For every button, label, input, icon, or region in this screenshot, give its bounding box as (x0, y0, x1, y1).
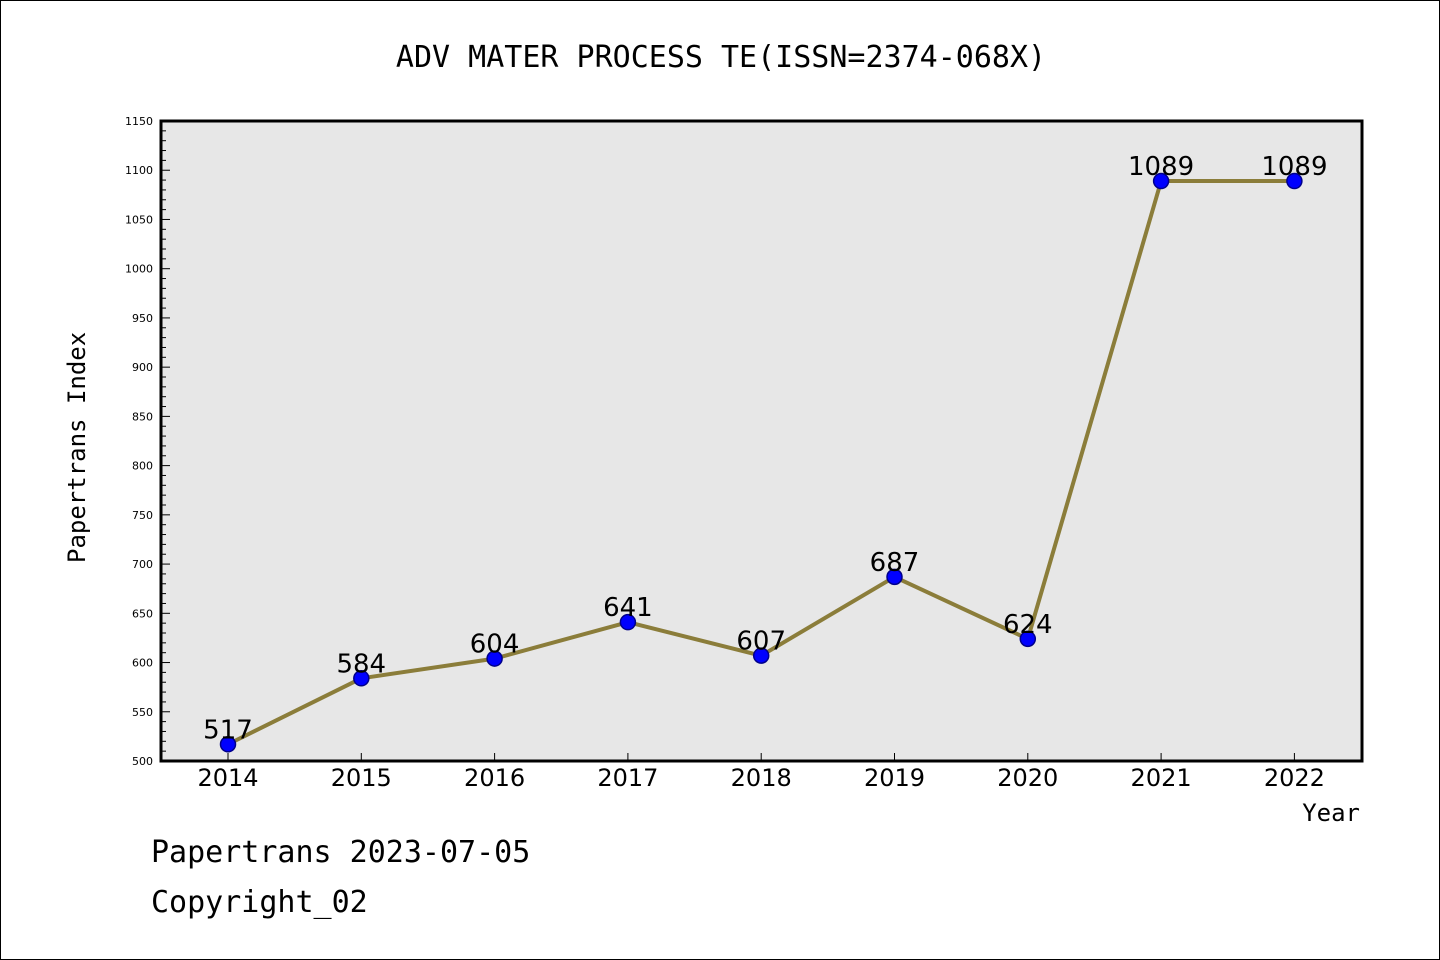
x-tick-label: 2022 (1264, 764, 1325, 792)
chart-title: ADV MATER PROCESS TE(ISSN=2374-068X) (396, 40, 1046, 75)
y-tick-label: 850 (132, 410, 153, 423)
y-tick-label: 800 (132, 460, 153, 473)
y-tick-label: 1100 (125, 164, 153, 177)
data-label: 517 (203, 715, 253, 745)
data-point (486, 650, 503, 667)
y-tick-label: 600 (132, 657, 153, 670)
data-label: 641 (603, 593, 653, 623)
y-tick-label: 550 (132, 706, 153, 719)
data-label: 1089 (1261, 152, 1327, 182)
data-label: 607 (736, 627, 786, 657)
x-tick-label: 2017 (597, 764, 658, 792)
y-axis-label: Papertrans Index (63, 332, 91, 563)
data-point (619, 613, 637, 631)
y-tick-label: 950 (132, 312, 153, 325)
y-tick-label: 1050 (125, 213, 153, 226)
data-point (219, 736, 237, 753)
footer-copyright: Copyright_02 (151, 885, 368, 920)
x-tick-label: 2021 (1131, 764, 1192, 792)
y-tick-label: 900 (132, 361, 153, 374)
x-tick-label: 2019 (864, 764, 925, 792)
data-label: 1089 (1128, 152, 1194, 182)
data-series: 517 584 604 641 607 687 624 1089 1089 (203, 152, 1327, 753)
y-tick-label: 1150 (125, 115, 153, 128)
y-tick-label: 650 (132, 607, 153, 620)
data-point (1286, 172, 1303, 190)
y-tick-label: 750 (132, 509, 153, 522)
footer-date: Papertrans 2023-07-05 (151, 835, 531, 870)
x-tick-label: 2014 (197, 764, 258, 792)
data-point (1019, 630, 1037, 648)
y-axis: 500 550 600 650 700 750 800 850 900 950 1000 1050 11… (125, 115, 170, 768)
x-axis-label: Year (1302, 799, 1360, 827)
y-tick-label: 1000 (125, 263, 153, 276)
x-tick-label: 2016 (464, 764, 525, 792)
data-label: 584 (336, 649, 386, 679)
x-tick-label: 2015 (331, 764, 392, 792)
data-label: 624 (1003, 610, 1053, 640)
data-point (353, 670, 370, 687)
data-point (1152, 172, 1170, 190)
data-label: 687 (870, 548, 920, 578)
data-point (752, 647, 770, 664)
axes-frame (159, 119, 1364, 763)
data-point (886, 568, 903, 586)
x-tick-label: 2020 (997, 764, 1058, 792)
x-tick-label: 2018 (731, 764, 792, 792)
x-axis: 2014 2015 2016 2017 2018 2019 2020 2021 2022 (197, 753, 1325, 792)
y-tick-label: 500 (132, 755, 153, 768)
y-tick-label: 700 (132, 558, 153, 571)
data-label: 604 (470, 630, 520, 660)
